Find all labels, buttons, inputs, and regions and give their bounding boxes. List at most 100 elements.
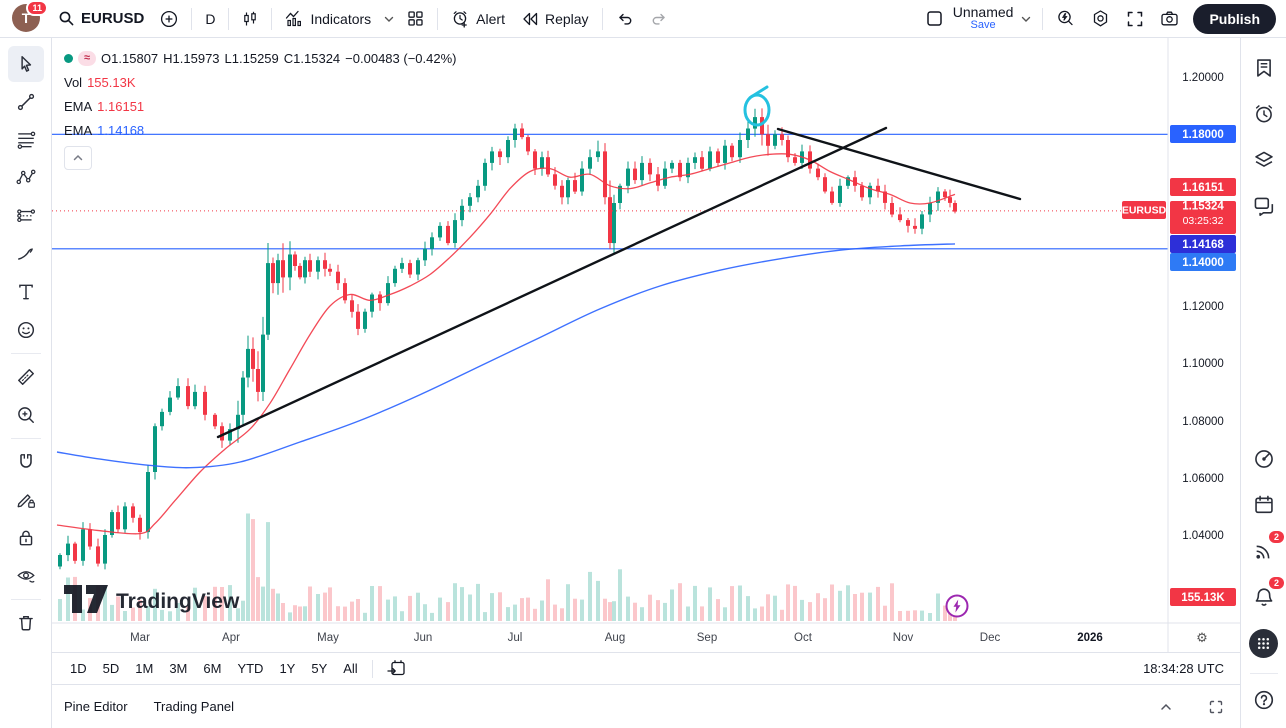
text-tool-button[interactable] xyxy=(8,274,44,310)
price-chart[interactable]: TradingView1.200001.120001.100001.080001… xyxy=(52,38,1240,652)
legend-ema-fast-row[interactable]: EMA 1.16151 xyxy=(64,94,461,118)
drawing-mode-lock-button[interactable] xyxy=(8,482,44,518)
toolbar-divider xyxy=(228,7,230,30)
watchlist-button[interactable] xyxy=(1246,50,1282,86)
alert-button[interactable]: Alert xyxy=(443,3,513,35)
chart-pane[interactable]: TradingView 1.20000 1.12000 1.10000 1.08000 1… xyxy=(52,38,1240,652)
hide-drawings-button[interactable] xyxy=(8,558,44,594)
layout-name-button[interactable]: Unnamed Save xyxy=(951,5,1016,32)
expand-panel-button[interactable] xyxy=(1154,696,1178,718)
flash-button[interactable] xyxy=(945,594,969,618)
timeframe-button-all[interactable]: All xyxy=(343,661,358,676)
help-button[interactable] xyxy=(1246,682,1282,718)
magnet-tool-button[interactable] xyxy=(8,444,44,480)
alerts-panel-button[interactable] xyxy=(1246,96,1282,132)
ema-slow-label: EMA xyxy=(64,122,93,138)
fib-retracement-icon xyxy=(17,131,35,149)
ema-slow-line xyxy=(56,243,956,469)
legend-ema-slow-row[interactable]: EMA 1.14168 xyxy=(64,118,461,142)
zoom-in-tool-button[interactable] xyxy=(8,397,44,433)
undo-button[interactable] xyxy=(608,3,642,35)
interval-label: D xyxy=(205,10,216,27)
clock-timezone-button[interactable]: 18:34:28 UTC xyxy=(1143,661,1224,676)
apps-menu-button[interactable] xyxy=(1246,625,1282,661)
legend-collapse-button[interactable] xyxy=(64,146,92,170)
chat-button[interactable] xyxy=(1246,188,1282,224)
chart-type-button[interactable] xyxy=(234,3,266,35)
svg-text:1.12000: 1.12000 xyxy=(1182,301,1224,313)
maximize-icon xyxy=(1209,700,1223,713)
timeframe-button-1m[interactable]: 1M xyxy=(135,661,154,676)
maximize-panel-button[interactable] xyxy=(1204,695,1228,719)
toolbar-divider xyxy=(437,7,439,30)
feed-icon xyxy=(1255,545,1269,559)
toolbar-divider xyxy=(601,7,603,30)
go-to-date-button[interactable] xyxy=(379,657,414,680)
emoji-tool-button[interactable] xyxy=(8,312,44,348)
symbol-search-button[interactable]: EURUSD xyxy=(50,3,152,35)
price-axis[interactable]: 1.20000 1.12000 1.10000 1.08000 1.06000 1.040… xyxy=(1122,72,1236,606)
lock-drawings-button[interactable] xyxy=(8,520,44,556)
add-symbol-button[interactable] xyxy=(152,3,186,35)
trend-line-drawing[interactable] xyxy=(216,126,888,439)
pencil-lock-icon xyxy=(17,494,35,508)
timeframe-button-3m[interactable]: 3M xyxy=(169,661,188,676)
quick-search-button[interactable] xyxy=(1048,3,1083,35)
cursor-tool-button[interactable] xyxy=(7,46,44,82)
interval-button[interactable]: D xyxy=(197,3,223,35)
select-layout-button[interactable] xyxy=(918,3,951,35)
timeframe-button-1d[interactable]: 1D xyxy=(70,661,87,676)
camera-icon xyxy=(1161,11,1179,26)
screenshot-button[interactable] xyxy=(1152,3,1187,35)
streams-badge: 2 xyxy=(1269,531,1284,543)
legend-ohlc-row[interactable]: ≈ O1.15807 H1.15973 L1.15259 C1.15324 −0.004… xyxy=(64,46,461,70)
timeframe-button-6m[interactable]: 6M xyxy=(203,661,222,676)
replay-button[interactable]: Replay xyxy=(513,3,597,35)
hotlists-button[interactable] xyxy=(1246,142,1282,178)
brush-tool-button[interactable] xyxy=(8,236,44,272)
measure-tool-button[interactable] xyxy=(8,359,44,395)
timeframe-button-5d[interactable]: 5D xyxy=(102,661,120,676)
time-axis[interactable]: Mar Apr May Jun Jul Aug Sep Oct Nov Dec 2026 ⚙ xyxy=(130,630,1208,645)
publish-button[interactable]: Publish xyxy=(1193,3,1276,34)
redo-icon xyxy=(652,13,665,25)
redo-button[interactable] xyxy=(642,3,676,35)
candlestick-icon xyxy=(244,11,257,25)
toolbar-divider xyxy=(10,438,41,439)
legend-volume-row[interactable]: Vol 155.13K xyxy=(64,70,461,94)
svg-text:1.20000: 1.20000 xyxy=(1182,72,1224,84)
indicators-label: Indicators xyxy=(310,10,372,27)
timeframe-button-ytd[interactable]: YTD xyxy=(237,661,264,676)
timeframe-button-5y[interactable]: 5Y xyxy=(311,661,328,676)
streams-button[interactable]: 2 xyxy=(1246,531,1284,569)
remove-drawings-button[interactable] xyxy=(8,605,44,641)
notification-badge: 11 xyxy=(26,0,48,16)
toolbar-divider xyxy=(1042,7,1044,30)
svg-text:Aug: Aug xyxy=(605,632,625,644)
indicators-button[interactable]: Indicators xyxy=(277,3,379,35)
layout-square-icon xyxy=(926,11,942,26)
lock-icon xyxy=(19,530,32,546)
trend-line-tool-button[interactable] xyxy=(8,84,44,120)
user-avatar[interactable]: T 11 xyxy=(12,0,48,34)
save-link[interactable]: Save xyxy=(970,18,996,31)
calendar-button[interactable] xyxy=(1246,487,1282,523)
projection-tool-button[interactable] xyxy=(8,198,44,234)
cursor-icon xyxy=(20,56,31,72)
time-axis-settings-icon[interactable]: ⚙ xyxy=(1196,630,1208,645)
ideas-button[interactable] xyxy=(1246,441,1282,477)
svg-text:1.14000: 1.14000 xyxy=(1182,257,1224,269)
pattern-tool-button[interactable] xyxy=(8,160,44,196)
pine-editor-tab[interactable]: Pine Editor xyxy=(64,699,128,714)
layout-grid-button[interactable] xyxy=(399,3,432,35)
layout-menu-chevron[interactable] xyxy=(1015,3,1037,35)
notifications-button[interactable]: 2 xyxy=(1246,577,1284,615)
fullscreen-button[interactable] xyxy=(1118,3,1152,35)
indicators-templates-chevron[interactable] xyxy=(379,3,399,35)
settings-button[interactable] xyxy=(1083,3,1118,35)
trading-panel-tab[interactable]: Trading Panel xyxy=(153,699,235,714)
trend-line-drawing[interactable] xyxy=(776,127,1022,201)
timeframe-button-1y[interactable]: 1Y xyxy=(279,661,296,676)
market-status-dot xyxy=(64,53,73,63)
fib-retracement-tool-button[interactable] xyxy=(8,122,44,158)
